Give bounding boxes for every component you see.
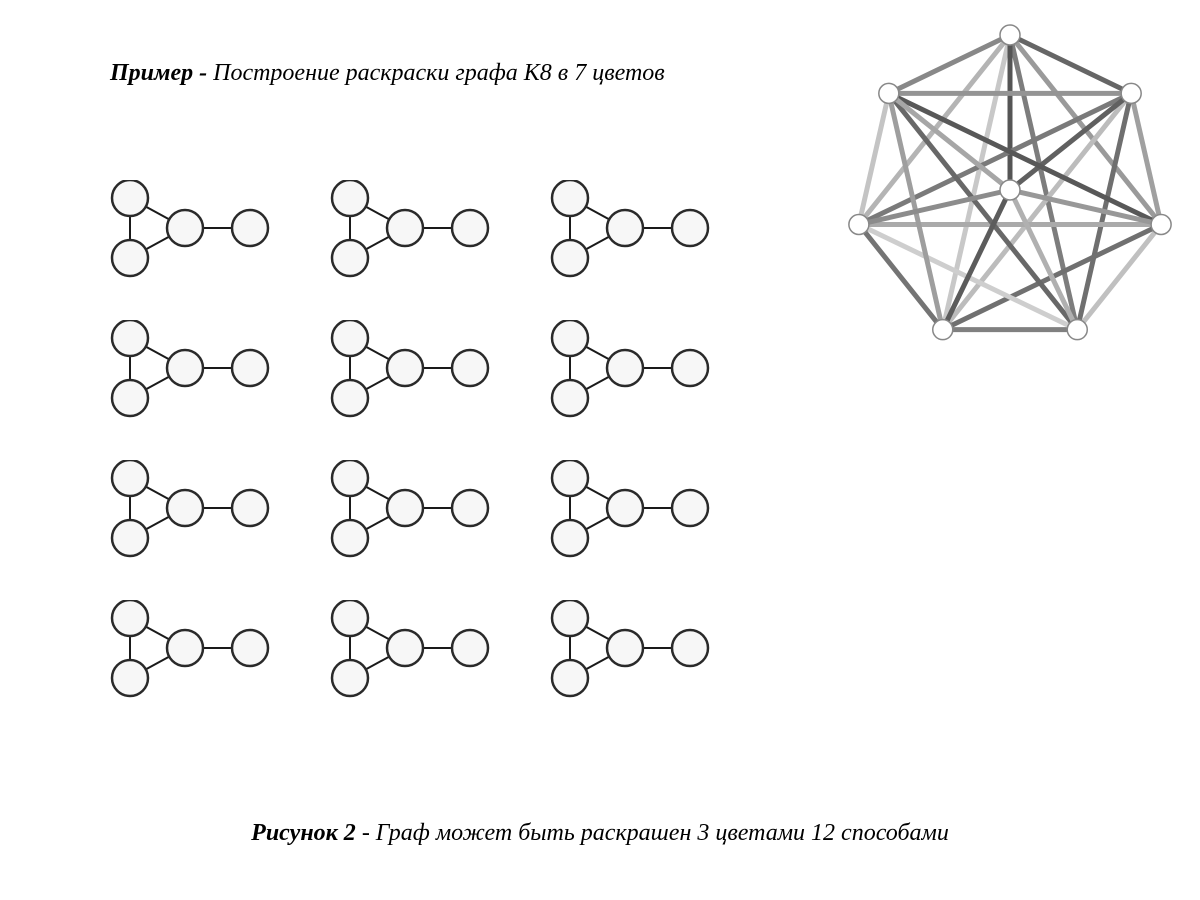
small-graph-cell bbox=[540, 320, 740, 445]
small-graph-cell bbox=[320, 460, 520, 585]
caption-rest: - Граф может быть раскрашен 3 цветами 12… bbox=[356, 820, 949, 846]
title-rest: Построение раскраски графа K8 в 7 цветов bbox=[213, 60, 665, 86]
figure-page: Пример - Построение раскраски графа K8 в… bbox=[0, 0, 1200, 900]
caption-bold: Рисунок 2 bbox=[251, 820, 356, 846]
small-graph-cell bbox=[100, 320, 300, 445]
small-graph-cell bbox=[320, 180, 520, 305]
small-graph-cell bbox=[320, 600, 520, 725]
figure-title: Пример - Построение раскраски графа K8 в… bbox=[110, 60, 665, 87]
small-graph-cell bbox=[320, 320, 520, 445]
k8-graph bbox=[820, 0, 1200, 385]
small-graph-cell bbox=[540, 600, 740, 725]
figure-caption: Рисунок 2 - Граф может быть раскрашен 3 … bbox=[0, 820, 1200, 847]
small-graph-cell bbox=[540, 460, 740, 585]
small-graph-cell bbox=[100, 600, 300, 725]
small-graph-cell bbox=[540, 180, 740, 305]
small-graph-cell bbox=[100, 460, 300, 585]
title-bold: Пример - bbox=[110, 60, 213, 86]
small-graph-cell bbox=[100, 180, 300, 305]
